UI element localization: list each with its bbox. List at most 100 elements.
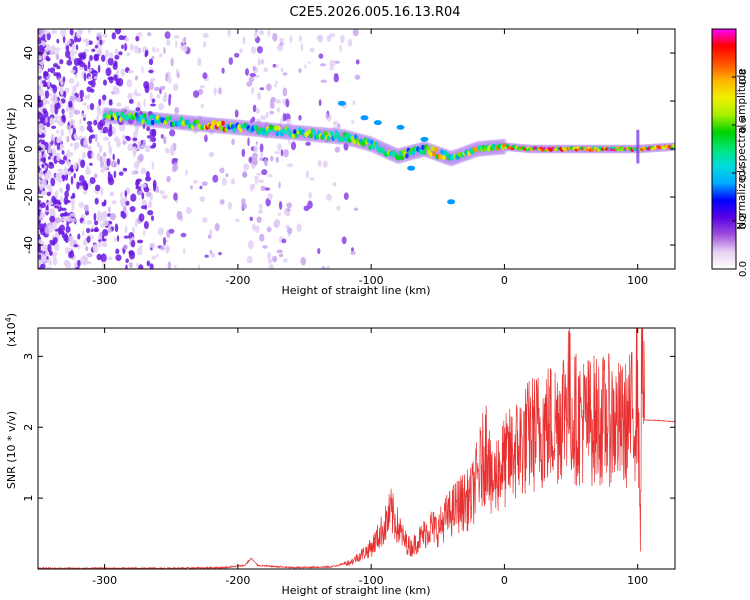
spectrogram-noise-blob	[63, 90, 67, 98]
spectrogram-noise-blob	[87, 60, 91, 70]
spectrogram-noise-blob	[160, 134, 164, 139]
spectrogram-noise-blob	[43, 70, 48, 77]
spectrogram-noise-blob	[227, 201, 233, 210]
spectrogram-noise-blob	[52, 237, 56, 246]
spectrogram-x-tick-label: -300	[92, 274, 117, 287]
spectrogram-noise-blob	[143, 221, 149, 230]
spectrogram-noise-blob	[280, 67, 284, 73]
spectrogram-ridge-point	[440, 149, 444, 155]
spectrogram-noise-blob	[102, 152, 107, 158]
spectrogram-noise-blob	[98, 34, 103, 41]
spectrogram-noise-blob	[86, 120, 93, 126]
spectrogram-noise-blob	[286, 163, 294, 168]
spectrogram-noise-blob	[44, 117, 49, 124]
spectrogram-noise-blob	[141, 192, 145, 200]
spectrogram-noise-blob	[86, 227, 91, 234]
spectrogram-noise-blob	[173, 192, 178, 201]
spectrogram-noise-blob	[55, 54, 60, 60]
spectrogram-noise-blob	[242, 203, 248, 210]
snr-x-tick-label: 100	[627, 574, 648, 587]
spectrogram-noise-blob	[41, 253, 47, 263]
spectrogram-noise-blob	[116, 102, 122, 107]
spectrogram-noise-blob	[65, 199, 71, 204]
spectrogram-noise-blob	[257, 209, 264, 214]
spectrogram-y-tick-label: 0	[22, 146, 35, 153]
spectrogram-noise-blob	[170, 57, 174, 67]
spectrogram-noise-blob	[320, 79, 327, 84]
spectrogram-noise-blob	[123, 235, 129, 239]
snr-series-line	[38, 328, 675, 569]
spectrogram-noise-blob	[49, 250, 53, 256]
spectrogram-noise-blob	[91, 151, 95, 159]
spectrogram-noise-blob	[68, 77, 75, 84]
spectrogram-noise-blob	[53, 72, 59, 77]
spectrogram-noise-blob	[49, 239, 54, 245]
spectrogram-noise-blob	[75, 97, 81, 103]
spectrogram-noise-blob	[343, 192, 349, 200]
spectrogram-noise-blob	[204, 254, 209, 258]
spectrogram-noise-blob	[71, 202, 75, 212]
spectrogram-noise-blob	[130, 193, 137, 202]
spectrogram-x-tick-label: -200	[225, 274, 250, 287]
spectrogram-noise-blob	[56, 129, 60, 134]
spectrogram-noise-blob	[287, 227, 293, 234]
spectrogram-noise-blob	[98, 144, 103, 153]
spectrogram-x-tick-label: -100	[359, 274, 384, 287]
spectrogram-noise-blob	[288, 138, 291, 145]
spectrogram-noise-blob	[65, 106, 70, 113]
spectrogram-noise-blob	[255, 108, 260, 114]
spectrogram-noise-blob	[163, 47, 166, 54]
spectrogram-noise-blob	[38, 39, 42, 45]
spectrogram-noise-blob	[159, 190, 166, 195]
spectrogram-noise-blob	[339, 44, 342, 53]
spectrogram-ridge-point	[221, 120, 225, 126]
spectrogram-noise-blob	[309, 47, 315, 53]
spectrogram-noise-blob	[63, 259, 70, 267]
spectrogram-noise-blob	[109, 52, 114, 59]
spectrogram-ridge-point	[441, 155, 446, 161]
spectrogram-noise-blob	[78, 182, 85, 186]
spectrogram-noise-blob	[282, 112, 287, 122]
spectrogram-feature	[447, 199, 456, 205]
spectrogram-noise-blob	[332, 125, 339, 131]
spectrogram-noise-blob	[269, 110, 275, 115]
spectrogram-noise-blob	[198, 115, 202, 120]
spectrogram-ridge-point	[342, 131, 347, 137]
spectrogram-noise-blob	[87, 29, 91, 34]
spectrogram-noise-blob	[56, 65, 61, 70]
spectrogram-ridge-point	[398, 150, 403, 156]
spectrogram-noise-blob	[118, 51, 123, 56]
spectrogram-noise-blob	[183, 36, 187, 42]
spectrogram-noise-blob	[129, 206, 136, 213]
spectrogram-noise-blob	[120, 68, 125, 77]
spectrogram-noise-blob	[93, 76, 98, 80]
spectrogram-noise-blob	[65, 49, 71, 59]
spectrogram-noise-blob	[79, 175, 85, 183]
colorbar-tick-label: 0.2	[738, 213, 749, 229]
spectrogram-noise-blob	[242, 170, 248, 178]
spectrogram-noise-blob	[102, 136, 110, 141]
colorbar-tick-label: 0.0	[738, 261, 749, 277]
spectrogram-ridge-point	[109, 110, 113, 116]
spectrogram-noise-blob	[163, 236, 166, 246]
spectrogram-noise-blob	[69, 142, 73, 147]
spectrogram-noise-blob	[300, 256, 307, 266]
spectrogram-noise-blob	[278, 181, 281, 189]
spectrogram-ridge-point	[430, 145, 435, 152]
spectrogram-noise-blob	[38, 29, 45, 35]
spectrogram-noise-blob	[74, 74, 78, 79]
spectrogram-noise-blob	[124, 36, 130, 42]
spectrogram-noise-blob	[47, 68, 50, 73]
spectrogram-noise-blob	[70, 212, 76, 217]
spectrogram-ridge-point	[425, 145, 430, 151]
spectrogram-noise-blob	[64, 235, 69, 244]
spectrogram-noise-blob	[272, 32, 278, 42]
spectrogram-noise-blob	[66, 215, 72, 223]
spectrogram-noise-blob	[180, 232, 187, 238]
spectrogram-noise-blob	[87, 261, 92, 265]
spectrogram-noise-blob	[355, 59, 360, 65]
spectrogram-noise-blob	[50, 177, 56, 187]
spectrogram-noise-blob	[286, 202, 293, 209]
spectrogram-noise-blob	[105, 67, 112, 77]
spectrogram-noise-blob	[298, 68, 302, 74]
